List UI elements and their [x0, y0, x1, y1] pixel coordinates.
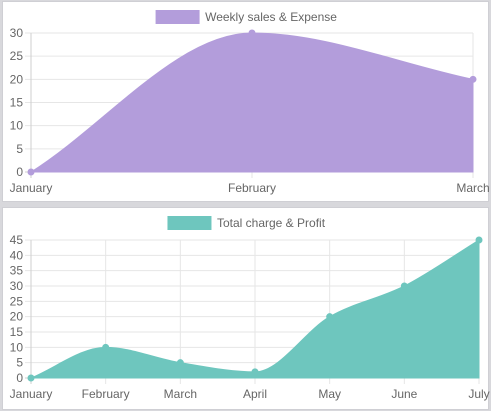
legend-label: Total charge & Profit — [217, 216, 326, 230]
x-tick-label: June — [391, 387, 417, 401]
legend-label: Weekly sales & Expense — [205, 10, 337, 24]
data-point[interactable] — [326, 313, 334, 321]
y-tick-label: 10 — [10, 119, 24, 133]
legend-swatch — [167, 216, 212, 230]
x-tick-label: March — [164, 387, 197, 401]
y-tick-label: 15 — [10, 325, 24, 339]
x-axis-ticks: January February March April May June July — [10, 387, 490, 401]
legend[interactable]: Total charge & Profit — [167, 216, 326, 230]
y-tick-label: 20 — [10, 310, 24, 324]
data-point[interactable] — [176, 359, 184, 367]
y-tick-label: 45 — [10, 233, 24, 247]
y-tick-label: 30 — [10, 26, 24, 40]
y-tick-label: 5 — [16, 356, 23, 370]
legend[interactable]: Weekly sales & Expense — [155, 10, 337, 24]
weekly-sales-chart: Weekly sales & Expense 0 5 10 15 20 25 30 Janu… — [10, 10, 490, 195]
y-tick-label: 0 — [16, 371, 23, 385]
data-point[interactable] — [400, 282, 408, 290]
data-points — [27, 236, 483, 382]
x-tick-label: February — [82, 387, 130, 401]
x-tick-label: January — [10, 387, 53, 401]
y-tick-label: 30 — [10, 279, 24, 293]
x-axis-ticks: January February March — [10, 181, 490, 195]
y-axis-ticks: 0 5 10 15 20 25 30 — [10, 26, 24, 179]
y-tick-label: 10 — [10, 340, 24, 354]
y-tick-label: 40 — [10, 248, 24, 262]
chart-panel-weekly-sales: Weekly sales & Expense 0 5 10 15 20 25 30 Janu… — [2, 1, 490, 202]
data-point[interactable] — [27, 168, 35, 176]
data-point[interactable] — [469, 75, 477, 83]
y-tick-label: 0 — [16, 165, 23, 179]
data-point[interactable] — [102, 343, 110, 351]
x-tick-label: July — [468, 387, 489, 401]
y-tick-label: 20 — [10, 72, 24, 86]
x-tick-label: March — [456, 181, 489, 195]
y-tick-label: 15 — [10, 96, 24, 110]
data-point[interactable] — [475, 236, 483, 244]
y-tick-label: 25 — [10, 49, 24, 63]
x-tick-label: January — [10, 181, 53, 195]
y-tick-label: 35 — [10, 264, 24, 278]
chart-panel-total-charge: Total charge & Profit 0 5 10 15 20 25 30 35 40 45… — [2, 207, 490, 410]
x-tick-label: February — [228, 181, 276, 195]
legend-swatch — [155, 10, 200, 24]
y-tick-label: 25 — [10, 294, 24, 308]
data-points — [27, 29, 477, 176]
x-tick-label: May — [318, 387, 341, 401]
data-point[interactable] — [248, 29, 256, 37]
data-point[interactable] — [251, 368, 259, 376]
y-tick-label: 5 — [16, 142, 23, 156]
x-tick-label: April — [243, 387, 267, 401]
data-point[interactable] — [27, 374, 35, 382]
